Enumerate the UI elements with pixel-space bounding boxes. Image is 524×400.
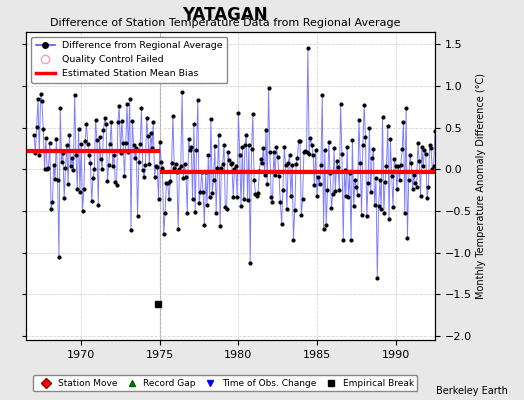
Text: Berkeley Earth: Berkeley Earth <box>436 386 508 396</box>
Legend: Difference from Regional Average, Quality Control Failed, Estimated Station Mean: Difference from Regional Average, Qualit… <box>31 37 227 83</box>
Y-axis label: Monthly Temperature Anomaly Difference (°C): Monthly Temperature Anomaly Difference (… <box>476 73 486 299</box>
Text: Difference of Station Temperature Data from Regional Average: Difference of Station Temperature Data f… <box>50 18 400 28</box>
Text: YATAGAN: YATAGAN <box>182 6 268 24</box>
Legend: Station Move, Record Gap, Time of Obs. Change, Empirical Break: Station Move, Record Gap, Time of Obs. C… <box>34 375 417 392</box>
